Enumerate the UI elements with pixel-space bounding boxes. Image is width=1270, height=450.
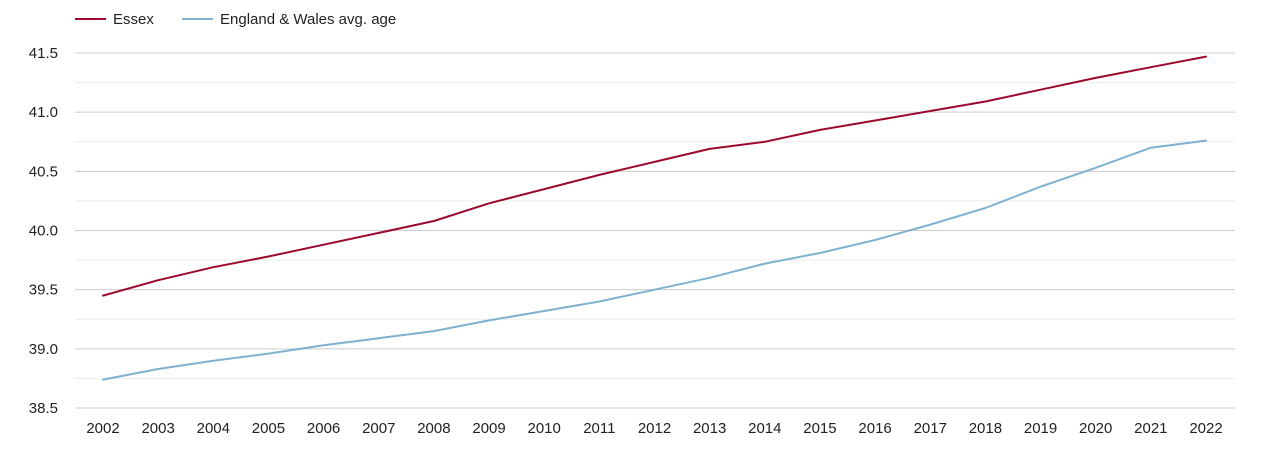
series-layer xyxy=(102,55,1207,381)
x-tick-label: 2002 xyxy=(86,420,119,437)
y-tick-label: 38.5 xyxy=(29,400,58,417)
x-tick-label: 2013 xyxy=(693,420,726,437)
x-tick-label: 2022 xyxy=(1189,420,1222,437)
x-tick-label: 2011 xyxy=(583,420,615,437)
x-tick-label: 2020 xyxy=(1079,420,1112,437)
x-tick-label: 2004 xyxy=(197,420,230,437)
y-axis: 38.5 39.0 39.5 40.0 40.5 41.0 41.5 xyxy=(29,45,58,417)
x-tick-label: 2009 xyxy=(472,420,505,437)
x-tick-label: 2017 xyxy=(914,420,947,437)
legend-label-essex: Essex xyxy=(113,11,154,28)
legend: Essex England & Wales avg. age xyxy=(75,11,396,28)
x-tick-label: 2005 xyxy=(252,420,285,437)
y-tick-label: 41.5 xyxy=(29,45,58,62)
x-tick-label: 2019 xyxy=(1024,420,1057,437)
x-tick-label: 2014 xyxy=(748,420,781,437)
x-tick-label: 2008 xyxy=(417,420,450,437)
x-tick-label: 2016 xyxy=(858,420,891,437)
series-line-england-wales xyxy=(102,139,1207,381)
x-tick-label: 2012 xyxy=(638,420,671,437)
y-tick-label: 39.5 xyxy=(29,282,58,299)
x-tick-label: 2018 xyxy=(969,420,1002,437)
series-line-essex xyxy=(102,55,1207,297)
y-tick-label: 40.0 xyxy=(29,223,58,240)
y-tick-label: 41.0 xyxy=(29,104,58,121)
x-tick-label: 2021 xyxy=(1134,420,1167,437)
gridlines xyxy=(75,52,1235,409)
x-tick-label: 2010 xyxy=(528,420,561,437)
y-tick-label: 40.5 xyxy=(29,163,58,180)
legend-label-england-wales: England & Wales avg. age xyxy=(220,11,396,28)
y-tick-label: 39.0 xyxy=(29,341,58,358)
x-tick-label: 2015 xyxy=(803,420,836,437)
x-tick-label: 2003 xyxy=(141,420,174,437)
x-tick-label: 2007 xyxy=(362,420,395,437)
x-axis: 2002 2003 2004 2005 2006 2007 2008 2009 2010 2011… xyxy=(86,420,1222,437)
x-tick-label: 2006 xyxy=(307,420,340,437)
